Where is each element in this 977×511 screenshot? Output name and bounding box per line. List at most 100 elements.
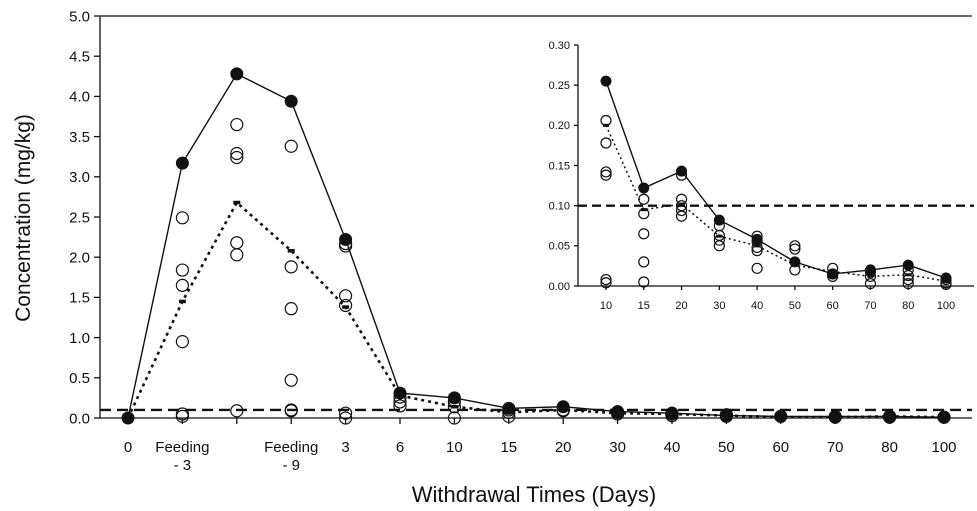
inset-x-tick-label-6: 60 [827, 300, 839, 312]
main-x-tick-label-7-line-0: 15 [500, 439, 517, 456]
inset-series-0-point-3 [713, 214, 725, 226]
main-y-tick-label-9: 4.5 [69, 48, 90, 65]
main-individual-point-19 [339, 239, 353, 253]
inset-x-tick-label-7: 70 [864, 300, 876, 312]
inset-x-tick-label-1-line-0: 15 [638, 300, 650, 312]
inset-individual-point-20 [751, 230, 763, 242]
inset-individual-point-27 [789, 264, 801, 276]
main-x-tick-label-10-line-0: 40 [664, 439, 681, 456]
inset-x-tick-label-5: 50 [789, 300, 801, 312]
inset-lines-layer [578, 80, 974, 282]
main-x-tick-label-6: 10 [446, 439, 463, 456]
main-chart: 0.0 0.5 1.0 1.5 2.0 2.5 3.0 3.5 4.0 4.5 5.0 0 Feedin… [12, 8, 972, 507]
main-individual-point-0 [175, 211, 189, 225]
main-series-1-point-12 [777, 415, 785, 419]
inset-individual-point-1 [600, 137, 612, 149]
main-series-1-point-8 [559, 408, 567, 412]
inset-individual-point-14 [675, 204, 688, 217]
inset-individual-point-7 [638, 208, 650, 220]
inset-markers-layer [600, 75, 952, 290]
main-x-tick-label-15-line-0: 100 [931, 439, 956, 456]
main-series-1-point-14 [886, 414, 894, 419]
inset-x-tick-label-2-line-0: 20 [675, 300, 687, 312]
main-x-tick-label-13-line-0: 70 [827, 439, 844, 456]
main-y-tick-label-0: 0.0 [69, 410, 90, 427]
inset-individual-point-24 [751, 262, 763, 274]
main-x-tick-label-9: 30 [609, 439, 626, 456]
inset-individual-point-35 [902, 269, 914, 282]
main-x-tick-label-4-line-0: 3 [341, 439, 349, 456]
main-x-tick-label-1-line-1: - 3 [174, 457, 192, 474]
inset-individual-point-22 [751, 241, 763, 254]
main-gridlines-layer [100, 72, 972, 419]
main-individual-point-27 [447, 395, 461, 409]
main-x-tick-label-14: 80 [881, 439, 898, 456]
main-series-1-point-6 [450, 404, 458, 409]
inset-individual-point-6 [638, 193, 650, 205]
main-individual-point-8 [230, 150, 244, 165]
main-series-1-point-2 [233, 200, 241, 205]
main-individual-point-12 [284, 139, 298, 153]
inset-x-tick-label-6-line-0: 60 [827, 300, 839, 312]
inset-series-0-point-1 [638, 182, 650, 194]
inset-individual-point-38 [940, 273, 952, 286]
inset-y-tick-label-6: 0.30 [549, 40, 570, 52]
inset-individual-point-19 [713, 240, 725, 252]
inset-individual-point-28 [827, 262, 839, 274]
main-individual-point-10 [230, 248, 244, 262]
main-y-tick-label-6: 3.0 [69, 169, 90, 186]
inset-y-tick-label-4: 0.20 [549, 120, 570, 132]
main-x-tick-label-8-line-0: 20 [555, 439, 572, 456]
main-series-1-point-9 [614, 411, 622, 415]
main-x-tick-label-0-line-0: 0 [124, 439, 132, 456]
inset-individual-point-30 [827, 270, 839, 282]
inset-x-tick-label-3: 30 [713, 300, 725, 312]
main-x-tick-label-5-line-0: 6 [396, 439, 404, 456]
main-series-1-point-3 [287, 249, 295, 253]
inset-series-0-point-2 [676, 165, 688, 177]
main-series-1-point-11 [722, 413, 730, 418]
main-series-1-point-15 [940, 415, 948, 419]
main-y-tick-label-7: 3.5 [69, 129, 90, 146]
inset-y-tick-label-1: 0.05 [549, 241, 570, 253]
inset-individual-point-8 [638, 228, 650, 240]
main-series-0-point-3 [284, 94, 298, 108]
main-series-1-point-7 [505, 410, 513, 415]
inset-x-tick-label-9-line-0: 100 [937, 300, 955, 312]
inset-chart: 0.00 0.05 0.10 0.15 0.20 0.25 0.30 10 15 20 30 40 50… [549, 40, 974, 312]
inset-x-tick-label-1: 15 [638, 300, 650, 312]
inset-y-tick-label-5: 0.25 [549, 80, 570, 92]
main-x-tick-label-1: Feeding - 3 [155, 439, 209, 474]
main-x-tick-label-10: 40 [664, 439, 681, 456]
main-x-tick-label-13: 70 [827, 439, 844, 456]
main-series-0-point-2 [230, 67, 244, 81]
inset-x-tick-label-4-line-0: 40 [751, 300, 763, 312]
main-x-tick-label-7: 15 [500, 439, 517, 456]
main-series-1-point-13 [831, 415, 839, 419]
y-axis-title: Concentration (mg/kg) [12, 114, 35, 322]
inset-individual-point-25 [789, 240, 801, 252]
main-individual-point-2 [175, 278, 189, 292]
inset-axes-layer: 0.00 0.05 0.10 0.15 0.20 0.25 0.30 10 15 20 30 40 50… [549, 40, 974, 312]
inset-series-1-point-1 [640, 208, 647, 212]
main-x-tick-label-15: 100 [931, 439, 956, 456]
main-x-tick-label-12-line-0: 60 [772, 439, 789, 456]
inset-series-1-line [605, 125, 947, 282]
main-y-tick-label-8: 4.0 [69, 89, 90, 106]
inset-background [578, 42, 974, 288]
main-x-tick-label-4: 3 [341, 439, 349, 456]
main-x-tick-label-0: 0 [124, 439, 132, 456]
inset-series-1-point-3 [716, 234, 723, 238]
main-individual-point-17 [284, 404, 298, 418]
inset-y-tick-label-3: 0.15 [549, 160, 570, 172]
main-x-tick-label-5: 6 [396, 439, 404, 456]
main-x-tick-label-11-line-0: 50 [718, 439, 735, 456]
main-individual-point-25 [393, 395, 407, 409]
main-x-tick-label-9-line-0: 30 [609, 439, 626, 456]
main-individual-point-13 [284, 260, 298, 274]
inset-individual-point-18 [713, 234, 725, 246]
inset-x-tick-label-8-line-0: 80 [902, 300, 914, 312]
main-individual-point-3 [175, 335, 189, 349]
main-individual-point-1 [175, 263, 189, 277]
main-y-tick-label-10: 5.0 [69, 8, 90, 25]
